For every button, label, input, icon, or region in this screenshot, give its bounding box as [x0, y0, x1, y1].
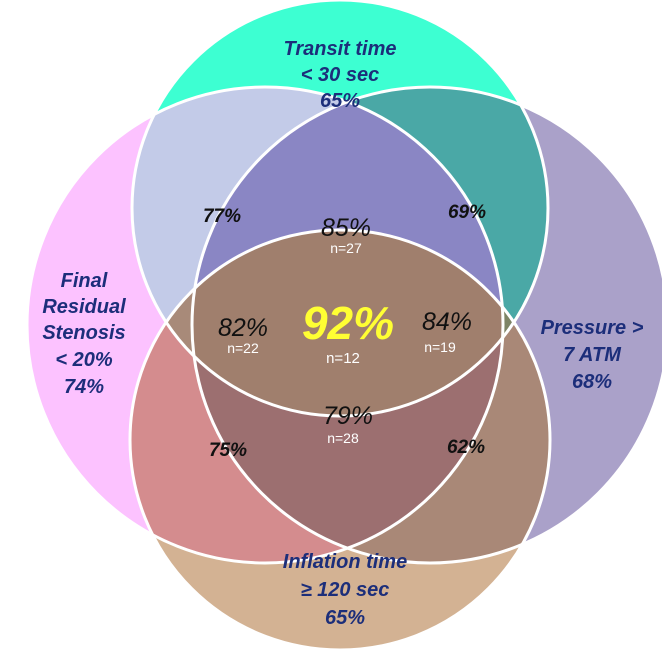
region-transit-pressure-pct: 69%	[448, 202, 486, 223]
transit-line1: Transit time	[284, 38, 397, 60]
ring-final-residual	[25, 85, 505, 565]
label-final-residual: Final Residual Stenosis < 20% 74%	[42, 270, 126, 398]
region-pressure-inflation-pct: 62%	[447, 437, 485, 458]
region-final-inflation-pressure-n: n=28	[327, 430, 359, 446]
region-final-inflation-transit-pct: 82%	[218, 314, 268, 342]
label-pressure: Pressure > 7 ATM 68%	[541, 317, 644, 393]
pressure-pct: 68%	[572, 371, 612, 393]
ring-inflation	[128, 228, 552, 650]
final-line3: Stenosis	[42, 322, 125, 344]
final-line1: Final	[61, 270, 108, 292]
region-final-inflation-transit-n: n=22	[227, 340, 259, 356]
label-inflation: Inflation time ≥ 120 sec 65%	[283, 551, 407, 629]
transit-pct: 65%	[320, 90, 360, 112]
inflation-pct: 65%	[325, 607, 365, 629]
final-line4: < 20%	[55, 349, 112, 371]
region-all-four-n: n=12	[326, 350, 360, 367]
region-transit-final-pressure-n: n=27	[330, 240, 362, 256]
region-final-inflation-pressure-pct: 79%	[323, 402, 373, 430]
region-final-inflation-pct: 75%	[209, 440, 247, 461]
pressure-line2: 7 ATM	[563, 344, 622, 366]
region-transit-final-pct: 77%	[203, 206, 241, 227]
final-pct: 74%	[64, 376, 104, 398]
region-transit-final-pressure-pct: 85%	[321, 214, 371, 242]
inflation-line2: ≥ 120 sec	[301, 579, 390, 601]
ring-transit	[130, 0, 550, 418]
pressure-line1: Pressure >	[541, 317, 644, 339]
transit-line2: < 30 sec	[301, 64, 379, 86]
inflation-line1: Inflation time	[283, 551, 407, 573]
ring-pressure	[190, 85, 662, 565]
region-pressure-inflation-transit-pct: 84%	[422, 308, 472, 336]
region-pressure-inflation-transit-n: n=19	[424, 339, 456, 355]
final-line2: Residual	[42, 296, 126, 318]
region-all-four-pct: 92%	[302, 297, 394, 349]
label-transit: Transit time < 30 sec 65%	[284, 38, 397, 112]
